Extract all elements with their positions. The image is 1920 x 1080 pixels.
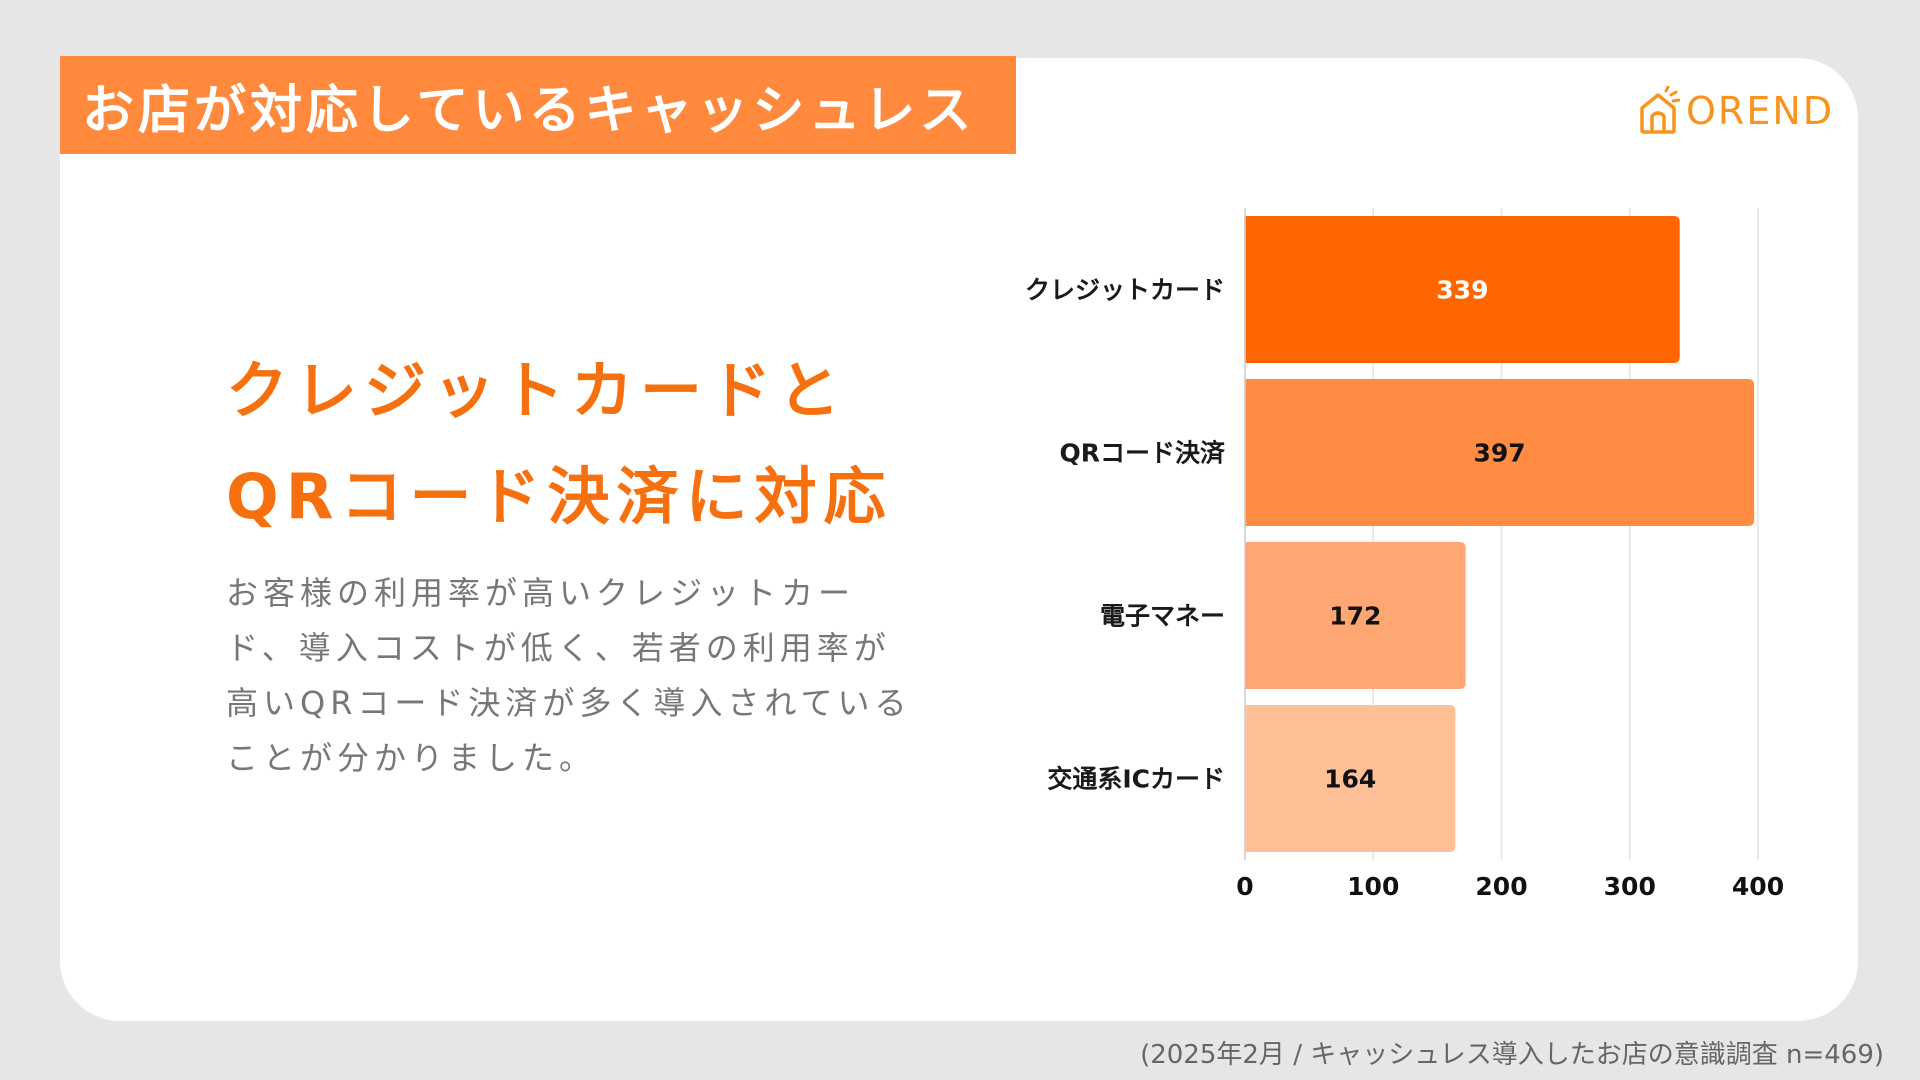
data-label: 397 [1473,439,1525,468]
tick-label: 400 [1732,872,1784,901]
data-label: 172 [1329,602,1381,631]
headline: クレジットカードと QRコード決済に対応 [226,338,892,550]
bar [1245,379,1755,526]
house-logo-icon [1640,86,1680,134]
tick-label: 300 [1604,872,1656,901]
category-label: クレジットカード [1025,276,1225,305]
bar [1245,542,1466,689]
source-note: (2025年2月 / キャッシュレス導入したお店の意識調査 n=469) [1140,1040,1884,1070]
title-band: お店が対応しているキャッシュレス [60,56,1016,154]
brand-logo: OREND [1636,86,1834,136]
data-label: 339 [1436,276,1488,305]
category-label: 交通系ICカード [1047,765,1225,794]
body-text: お客様の利用率が高いクレジットカード、導入コストが低く、若者の利用率が高いQRコ… [226,574,912,777]
headline-line-1: クレジットカードと [226,354,848,427]
bar [1245,705,1456,852]
logo-text: OREND [1686,89,1835,133]
data-label: 164 [1324,765,1376,794]
headline-line-2: QRコード決済に対応 [226,460,893,533]
tick-label: 0 [1236,872,1253,901]
category-label: QRコード決済 [1059,439,1226,468]
tick-label: 100 [1347,872,1399,901]
bar [1245,216,1680,363]
page-title: お店が対応しているキャッシュレス [82,80,976,141]
category-label: 電子マネー [1100,602,1225,631]
tick-label: 200 [1475,872,1527,901]
